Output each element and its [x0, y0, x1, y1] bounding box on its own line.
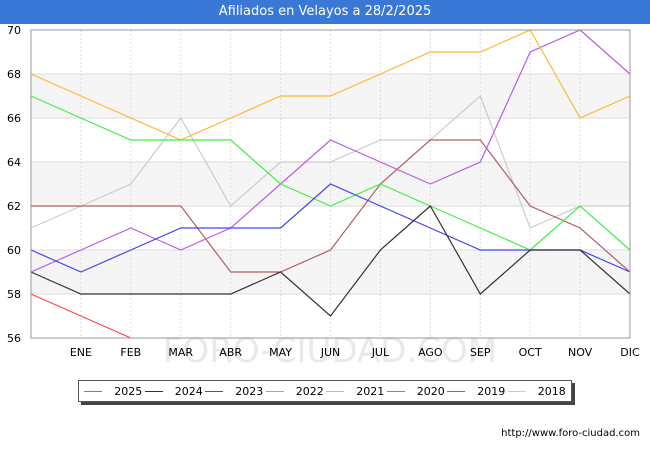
legend-swatch [326, 390, 345, 392]
legend: 2025 2024 2023 2022 2021 2020 2019 2018 [78, 380, 572, 402]
chart-title: Afiliados en Velayos a 28/2/2025 [0, 0, 650, 24]
y-tick-label: 62 [7, 200, 21, 213]
x-axis-ticks: ENE FEB MAR ABR MAY JUN JUL AGO SEP OCT NOV DIC [70, 346, 640, 359]
x-tick-label: AGO [418, 346, 443, 359]
legend-item-2021: 2021 [326, 385, 384, 398]
series-line-2024 [30, 205, 631, 317]
legend-label: 2018 [537, 384, 566, 398]
series-lines [30, 29, 631, 339]
legend-label: 2024 [174, 384, 203, 398]
y-tick-label: 58 [7, 288, 21, 301]
y-tick-label: 70 [7, 24, 21, 37]
legend-item-2020: 2020 [386, 384, 445, 398]
legend-swatch [205, 390, 224, 392]
series-line-2020 [30, 29, 631, 273]
x-tick-label: MAR [168, 346, 193, 359]
legend-label: 2021 [356, 384, 385, 398]
x-tick-label: ENE [70, 346, 92, 359]
x-tick-label: ABR [219, 346, 242, 359]
x-tick-label: SEP [470, 346, 491, 359]
legend-swatch [386, 390, 405, 392]
legend-label: 2020 [416, 384, 445, 398]
legend-item-2022: 2022 [265, 384, 324, 398]
series-line-2025 [30, 293, 132, 339]
legend-item-2025: 2025 [84, 385, 142, 398]
series-line-2019 [31, 139, 631, 273]
x-tick-label: JUN [320, 346, 341, 359]
plot-frame [30, 29, 631, 339]
x-tick-label: MAY [269, 346, 292, 359]
legend-swatch [84, 390, 103, 392]
legend-item-2023: 2023 [205, 385, 263, 398]
y-tick-label: 66 [7, 112, 21, 125]
x-tick-label: JUL [371, 346, 390, 359]
legend-item-2019: 2019 [447, 385, 505, 398]
legend-item-2024: 2024 [144, 384, 203, 398]
x-tick-label: DIC [620, 346, 640, 359]
y-tick-label: 68 [7, 68, 21, 81]
legend-label: 2019 [477, 384, 506, 398]
x-tick-label: NOV [568, 346, 593, 359]
legend-swatch [144, 390, 163, 392]
series-line-2018 [30, 94, 630, 229]
y-tick-label: 56 [7, 332, 21, 345]
legend-swatch [447, 390, 466, 392]
legend-swatch [265, 390, 284, 392]
legend-label: 2022 [295, 384, 324, 398]
legend-label: 2025 [114, 384, 143, 398]
source-credit[interactable]: http://www.foro-ciudad.com [501, 428, 640, 439]
y-tick-label: 64 [7, 156, 21, 169]
legend-swatch [507, 390, 526, 392]
x-tick-label: FEB [120, 346, 141, 359]
x-tick-label: OCT [519, 346, 542, 359]
y-axis-ticks: 56 58 60 62 64 66 68 70 [7, 24, 21, 345]
y-tick-label: 60 [7, 244, 21, 257]
legend-label: 2023 [235, 384, 264, 398]
legend-item-2018: 2018 [507, 384, 566, 398]
